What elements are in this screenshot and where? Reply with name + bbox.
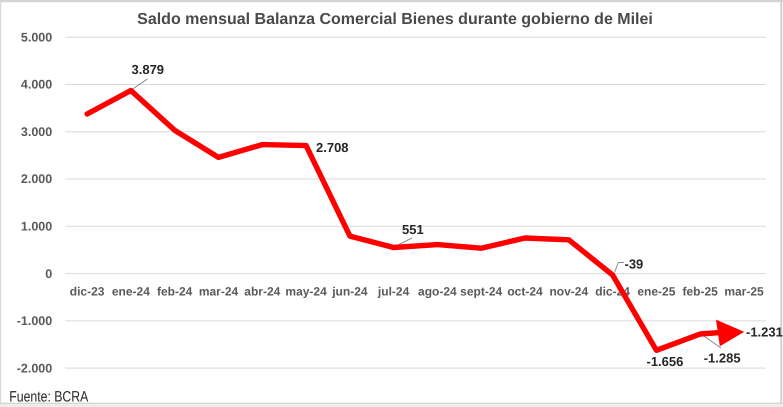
svg-text:-1.285: -1.285 xyxy=(704,350,741,365)
svg-text:sept-24: sept-24 xyxy=(460,284,502,298)
svg-text:abr-24: abr-24 xyxy=(244,284,280,298)
svg-text:may-24: may-24 xyxy=(285,284,327,298)
svg-text:-1.231: -1.231 xyxy=(746,325,783,340)
svg-text:mar-25: mar-25 xyxy=(724,284,764,298)
svg-text:mar-24: mar-24 xyxy=(199,284,239,298)
svg-text:Fuente: BCRA: Fuente: BCRA xyxy=(9,388,88,405)
svg-text:dic-23: dic-23 xyxy=(70,284,105,298)
svg-text:jul-24: jul-24 xyxy=(377,284,410,298)
svg-text:5.000: 5.000 xyxy=(21,30,52,44)
svg-text:Saldo mensual Balanza Comercia: Saldo mensual Balanza Comercial Bienes d… xyxy=(137,11,653,28)
svg-text:nov-24: nov-24 xyxy=(549,284,588,298)
svg-text:551: 551 xyxy=(402,222,424,237)
svg-text:-1.000: -1.000 xyxy=(17,314,52,328)
svg-text:0: 0 xyxy=(45,267,52,281)
svg-text:feb-24: feb-24 xyxy=(157,284,193,298)
svg-text:-1.656: -1.656 xyxy=(647,354,684,369)
svg-text:2.708: 2.708 xyxy=(316,140,349,155)
svg-text:4.000: 4.000 xyxy=(21,78,52,92)
svg-text:oct-24: oct-24 xyxy=(507,284,543,298)
svg-text:2.000: 2.000 xyxy=(21,172,52,186)
svg-text:3.000: 3.000 xyxy=(21,125,52,139)
svg-text:-39: -39 xyxy=(625,256,644,271)
svg-text:ago-24: ago-24 xyxy=(418,284,457,298)
svg-text:ene-25: ene-25 xyxy=(637,284,675,298)
svg-text:3.879: 3.879 xyxy=(132,62,165,77)
svg-text:feb-25: feb-25 xyxy=(683,284,719,298)
svg-text:1.000: 1.000 xyxy=(21,220,52,234)
svg-text:-2.000: -2.000 xyxy=(17,361,52,375)
svg-text:ene-24: ene-24 xyxy=(112,284,150,298)
svg-text:jun-24: jun-24 xyxy=(331,284,368,298)
